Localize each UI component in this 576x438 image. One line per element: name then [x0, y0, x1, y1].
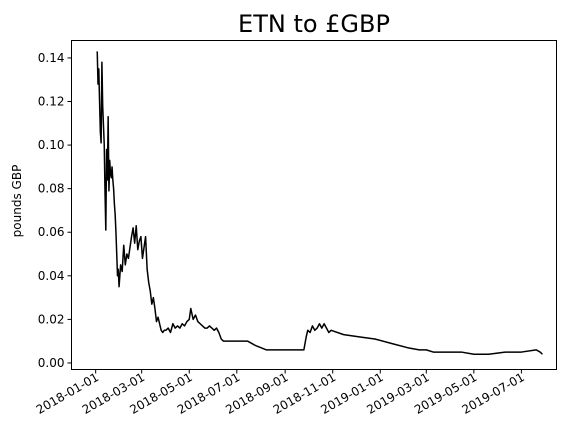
- chart-title: ETN to £GBP: [238, 10, 390, 38]
- series-line: [96, 51, 543, 355]
- y-axis: 0.00 0.02 0.04 0.06 0.08 0.10 0.12 0.14: [38, 51, 72, 370]
- y-tick-label: 0.10: [38, 138, 65, 152]
- y-tick-label: 0.12: [38, 95, 65, 109]
- x-axis: 2018-01-012018-03-012018-05-012018-07-01…: [34, 369, 527, 417]
- y-tick-label: 0.08: [38, 182, 65, 196]
- y-tick-label: 0.14: [38, 51, 65, 65]
- y-axis-label: pounds GBP: [10, 165, 24, 238]
- y-tick-label: 0.04: [38, 269, 65, 283]
- y-tick-label: 0.02: [38, 312, 65, 326]
- y-tick-label: 0.00: [38, 356, 65, 370]
- y-tick-label: 0.06: [38, 225, 65, 239]
- plot-frame: [71, 40, 557, 370]
